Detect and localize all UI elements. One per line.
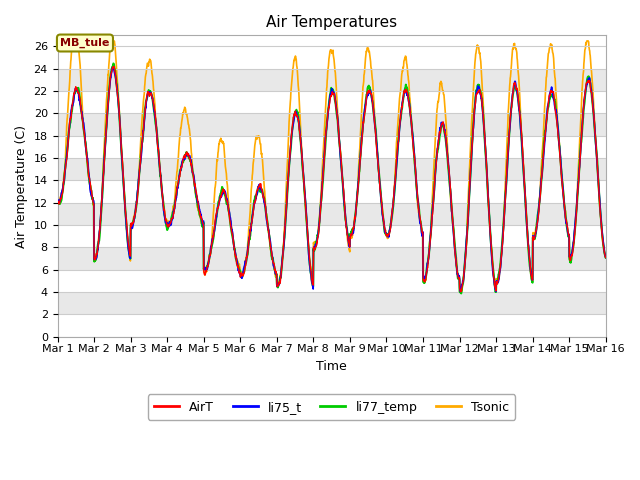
AirT [348,232,355,238]
Line: li75_t: li75_t [58,68,605,291]
Bar [58,314,605,337]
li75_t [109,65,116,71]
li75_t [456,288,464,294]
li75_t [360,117,367,122]
AirT [554,127,561,133]
Title: Air Temperatures: Air Temperatures [266,15,397,30]
Bar [58,180,605,203]
Tsonic [69,38,77,44]
Bar [58,91,605,113]
li75_t [569,243,577,249]
AirT [54,199,61,204]
li77_temp [554,123,561,129]
AirT [569,248,577,253]
Bar [58,225,605,248]
Bar [58,248,605,270]
Bar [58,113,605,136]
Bar [58,136,605,158]
li75_t [554,123,561,129]
Tsonic [348,234,355,240]
AirT [360,120,367,126]
Line: Tsonic: Tsonic [58,41,605,292]
Line: li77_temp: li77_temp [58,63,605,293]
Bar [58,203,605,225]
Tsonic [492,284,499,290]
li77_temp [207,249,214,255]
X-axis label: Time: Time [316,360,347,373]
Tsonic [602,255,609,261]
AirT [602,254,609,260]
li77_temp [602,255,609,261]
li77_temp [458,290,465,296]
Y-axis label: Air Temperature (C): Air Temperature (C) [15,125,28,248]
li77_temp [109,60,117,66]
Line: AirT: AirT [58,67,605,292]
Tsonic [360,80,367,86]
Tsonic [207,245,214,251]
Legend: AirT, li75_t, li77_temp, Tsonic: AirT, li75_t, li77_temp, Tsonic [148,395,515,420]
Bar [58,158,605,180]
AirT [457,289,465,295]
li77_temp [348,228,355,234]
li75_t [54,200,61,206]
Bar [58,292,605,314]
Tsonic [456,289,464,295]
li75_t [492,287,499,292]
li77_temp [492,288,499,294]
li75_t [207,246,214,252]
li77_temp [360,118,367,124]
li77_temp [54,197,61,203]
AirT [110,64,118,70]
li75_t [602,254,609,260]
Tsonic [54,196,61,202]
Tsonic [554,121,561,127]
li77_temp [569,246,577,252]
li75_t [348,232,355,238]
Bar [58,47,605,69]
Text: MB_tule: MB_tule [60,38,109,48]
Tsonic [569,243,577,249]
Bar [58,270,605,292]
Bar [58,69,605,91]
AirT [207,251,214,256]
AirT [492,285,499,291]
